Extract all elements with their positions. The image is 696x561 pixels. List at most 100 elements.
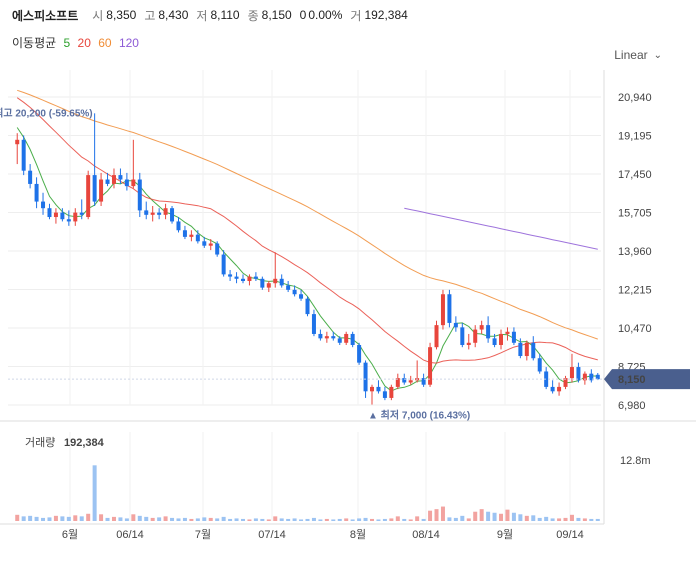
candle-body [92,175,97,202]
candle-body [582,373,587,381]
candle-body [111,175,116,184]
volume-bar [176,518,181,521]
candle-body [208,243,213,246]
candle-body [66,219,71,222]
candle-body [382,391,387,398]
candle-body [511,331,516,343]
volume-bar [363,517,368,521]
volume-tick-label: 12.8m [620,455,651,467]
candle-body [195,234,200,242]
volume-bar [324,518,329,521]
candle-body [144,210,149,215]
volume-bar [318,519,323,521]
volume-bar [247,519,252,521]
price-tick-label: 6,980 [618,400,646,412]
volume-bar [524,515,529,521]
candle-body [286,285,291,290]
volume-bar [299,519,304,521]
ma-legend-label: 이동평균 [12,36,57,50]
volume-bar [240,518,245,521]
candle-body [569,367,574,379]
volume-bar [434,509,439,521]
volume-bar [350,519,355,521]
time-tick-label: 09/14 [556,529,584,541]
candle-body [344,333,349,343]
current-price-tag [604,369,690,390]
volume-bar [376,519,381,521]
volume-bar [221,516,226,521]
candle-body [544,371,549,387]
candle-body [299,294,304,299]
volume-bar [370,518,375,521]
time-tick-label: 9월 [497,528,513,541]
volume-bar [279,518,284,521]
candle-body [228,274,233,277]
high-label: 고 [144,8,156,23]
time-tick-label: 08/14 [412,529,440,541]
volume-bar [421,518,426,521]
ma-60-label: 60 [98,36,112,50]
volume-bar [447,517,452,521]
volume-bar [576,517,581,521]
candle-body [47,208,52,218]
volume-bar [215,518,220,521]
ma-120-line [404,207,598,250]
candle-body [79,212,84,215]
volume-bar [137,515,142,521]
volume-bar [595,518,600,521]
chevron-down-icon: ⌄ [653,50,662,61]
scale-dropdown[interactable]: Linear ⌄ [614,48,662,62]
volume-bar [505,509,510,521]
candle-body [15,139,20,145]
candle-body [518,342,523,357]
volume-bar [163,516,168,521]
candle-body [163,208,168,215]
candle-body [189,234,194,237]
volume-bar [273,516,278,521]
candle-body [324,336,329,339]
volume-bar [47,517,52,521]
candle-body [357,344,362,363]
volume-bar [492,512,497,521]
volume-bar [124,518,129,521]
change-percent: 0.00% [308,8,343,22]
price-tick-label: 17,450 [618,169,652,181]
candle-body [34,183,39,202]
candle-body [466,342,471,345]
candle-body [311,314,316,334]
volume-bar [479,509,484,521]
candle-body [86,175,91,218]
stock-name: 에스피소프트 [12,8,79,23]
volume-bar [557,518,562,521]
volume-bar [311,517,316,521]
volume-bar [228,518,233,521]
volume-bar [518,514,523,521]
candle-body [389,386,394,398]
candle-body [28,170,33,184]
volume-bar [531,515,536,521]
candle-body [266,283,271,288]
volume-bar [60,516,65,521]
ma-20-label: 20 [77,36,91,50]
volume-bar [189,518,194,521]
volume-bar [105,517,110,521]
volume-bar [550,518,555,521]
volume-panel-value: 192,384 [64,437,105,449]
volume-bar [395,516,400,521]
candle-body [557,386,562,392]
candle-body [279,278,284,286]
candle-body [524,342,529,357]
ma-60-line [17,89,598,340]
close-value: 8,150 [261,8,292,22]
high-value: 8,430 [158,8,189,22]
volume-bar [79,516,84,521]
candle-body [421,378,426,385]
price-tick-label: 20,940 [618,92,652,104]
candle-body [318,333,323,339]
volume-bar [111,516,116,521]
candle-body [21,139,26,171]
time-tick-label: 06/14 [116,529,144,541]
time-tick-label: 7월 [195,528,211,541]
volume-bar [389,518,394,521]
